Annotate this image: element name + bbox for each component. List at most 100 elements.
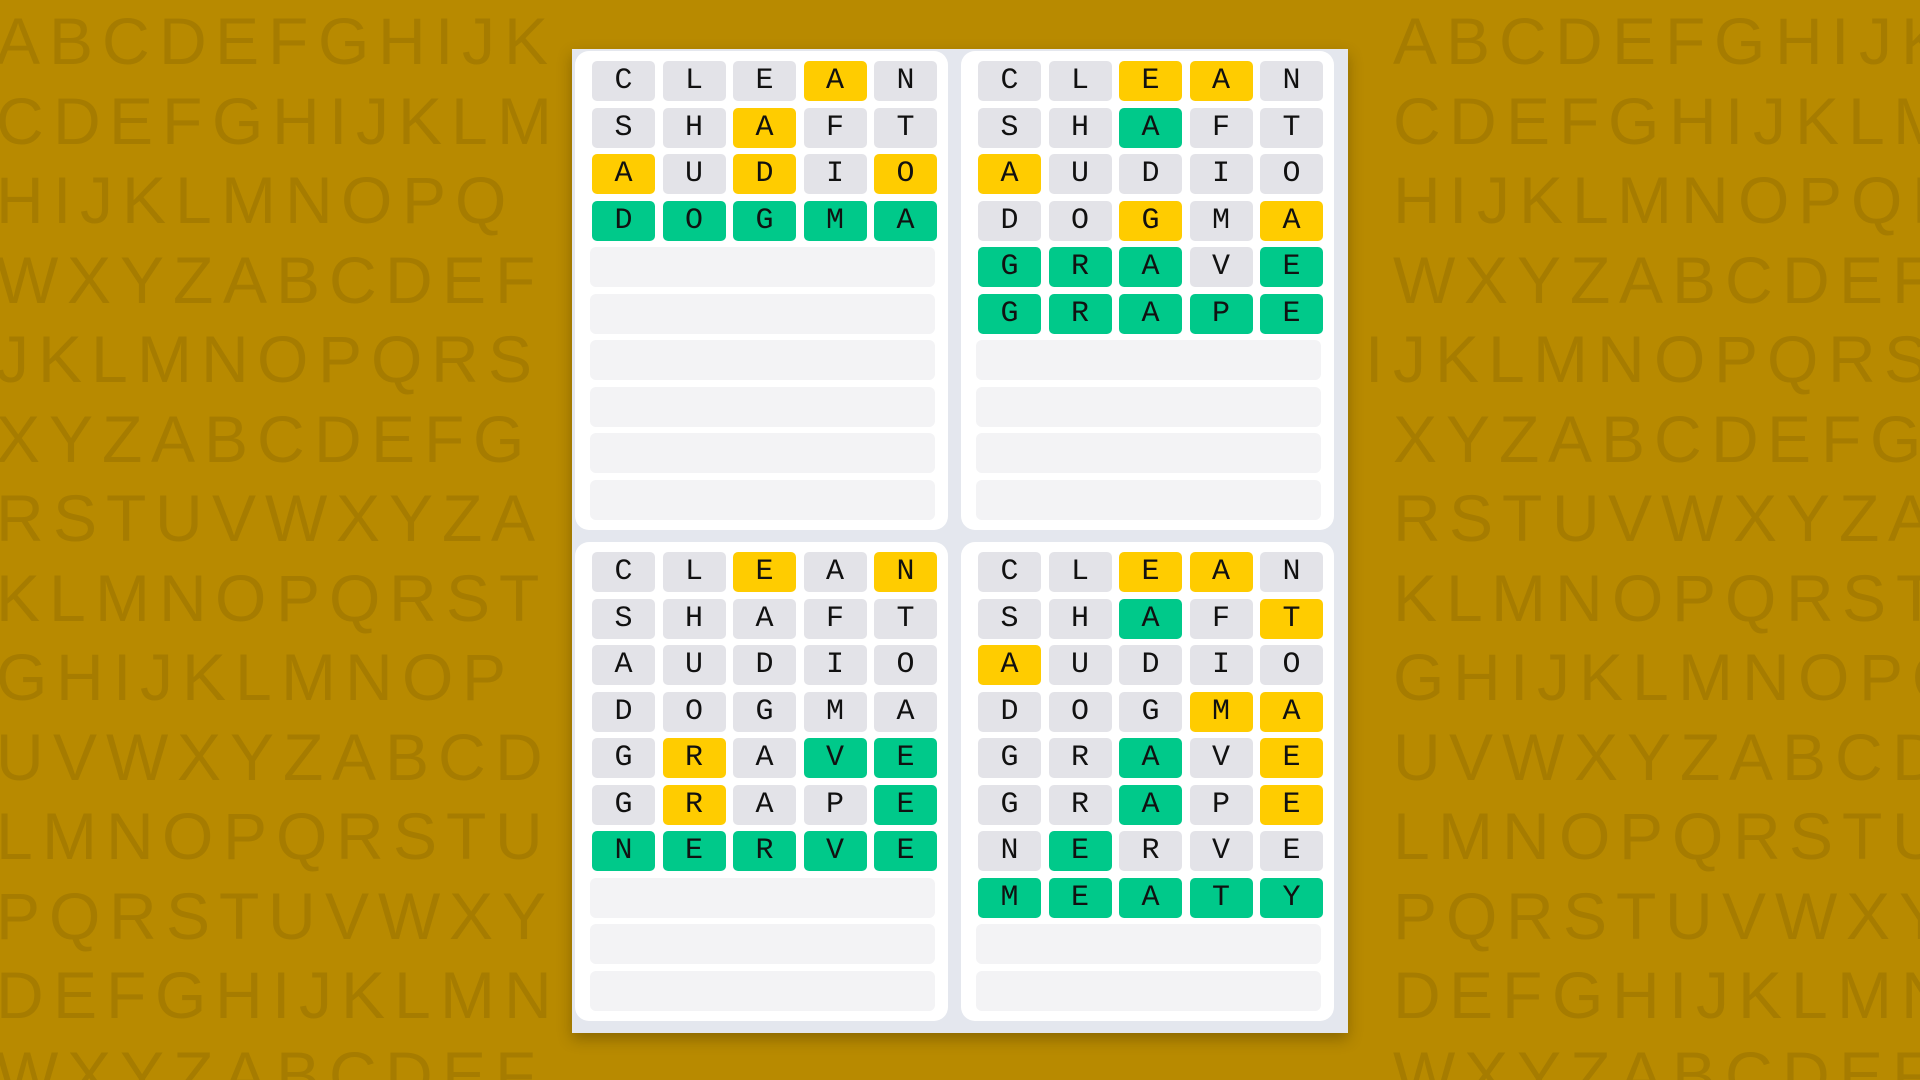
background-letter: S [1563,878,1608,953]
background-letter: J [1859,4,1892,78]
background-letter: L [451,83,488,158]
letter-tile-absent [978,107,1041,148]
guess-row: NERVE [592,831,937,871]
background-letter: E [1449,958,1494,1032]
background-letter: R [336,799,384,873]
guess-word: DOGMA [1000,694,1354,729]
background-letter: Q [455,163,507,237]
letter-tile-correct [874,831,937,871]
background-letter: M [221,163,276,237]
background-letter: C [329,1037,377,1080]
guess-word: AUDIO [614,648,968,682]
background-letter: Y [1517,242,1562,317]
guess-word: SHAFT [1000,110,1354,145]
background-letter: P [402,163,447,237]
letter-tile-absent [592,645,655,685]
background-letter: K [1579,640,1624,714]
background-letter: J [1753,83,1786,158]
background-letter: W [378,878,441,953]
background-letter: O [215,560,267,635]
background-letter: Z [1499,401,1540,476]
background-letter: T [1896,560,1920,635]
background-letter: N [1502,799,1550,873]
empty-row [590,924,935,964]
letter-tile-present [1189,61,1253,101]
background-letter: Y [1627,719,1672,794]
background-letter: E [53,958,98,1032]
background-letter: U [1665,878,1713,953]
empty-row [590,293,935,334]
background-letter: G [212,83,264,158]
guess-row: NERVE [978,831,1323,871]
background-letter: F [268,4,309,78]
background-letter: T [499,560,540,635]
background-letter: B [204,401,249,476]
empty-row [976,924,1321,964]
background-letter: K [182,640,227,714]
letter-tile-absent [803,107,867,148]
background-letter: H [1393,163,1441,237]
empty-row [976,340,1321,380]
background-letter: C [1393,83,1441,158]
background-letter: I [1510,640,1529,714]
empty-row [976,970,1321,1011]
letter-tile-absent [978,200,1041,241]
background-letter: L [175,163,212,237]
letter-tile-present [1260,691,1323,732]
background-letter: Z [442,481,483,555]
guess-word: CLEAN [614,555,968,589]
background-letter: A [151,401,196,476]
background-letter: R [1733,799,1781,873]
empty-row [590,479,935,520]
background-letter: D [1555,4,1603,78]
background-letter: N [201,322,249,396]
background-letter: V [212,481,257,555]
background-letter: Y [230,719,275,794]
background-letter: Z [173,1037,214,1080]
letter-tile-correct [874,200,937,241]
empty-row [590,340,935,380]
background-letter: P [223,799,268,873]
background-letter: C [438,719,486,794]
background-letter: I [329,83,348,158]
background-letter-row: PQRSTUVWXYPQRSTUVWXY [0,883,1920,949]
background-letter: P [318,322,363,396]
background-letter: R [1393,481,1441,555]
letter-tile-absent [874,598,937,639]
background-letter: M [1617,163,1672,237]
background-letter: C [1835,719,1883,794]
letter-tile-absent [874,691,937,732]
background-letter: D [1782,242,1830,317]
background-letter: O [402,640,454,714]
background-letter: O [341,163,393,237]
background-letter: J [462,4,495,78]
letter-tile-absent [592,691,655,732]
background-letter-row: DEFGHIJKLMNDEFGHIJKLMN [0,962,1920,1028]
letter-tile-correct [733,200,796,241]
letter-tile-correct [662,831,726,871]
background-letter: Z [1680,719,1721,794]
background-letter: E [442,1037,487,1080]
background-letter: H [1612,958,1660,1032]
guess-word: GRAPE [614,787,968,822]
letter-tile-absent [1048,784,1112,825]
letter-tile-absent [978,831,1041,871]
background-letter: H [1669,83,1717,158]
background-letter: E [215,4,260,78]
letter-tile-absent [1189,247,1253,287]
background-letter: Q [1446,878,1498,953]
background-letter: B [276,242,321,317]
letter-tile-absent [1048,200,1112,241]
background-letter: A [1888,481,1920,555]
letter-tile-absent [662,552,726,592]
background-letter: J [1537,640,1570,714]
background-letter: C [1654,401,1702,476]
guess-row: DOGMA [592,200,937,241]
empty-row [590,386,935,427]
guess-word: NERVE [614,834,968,868]
background-letter: O [257,322,309,396]
